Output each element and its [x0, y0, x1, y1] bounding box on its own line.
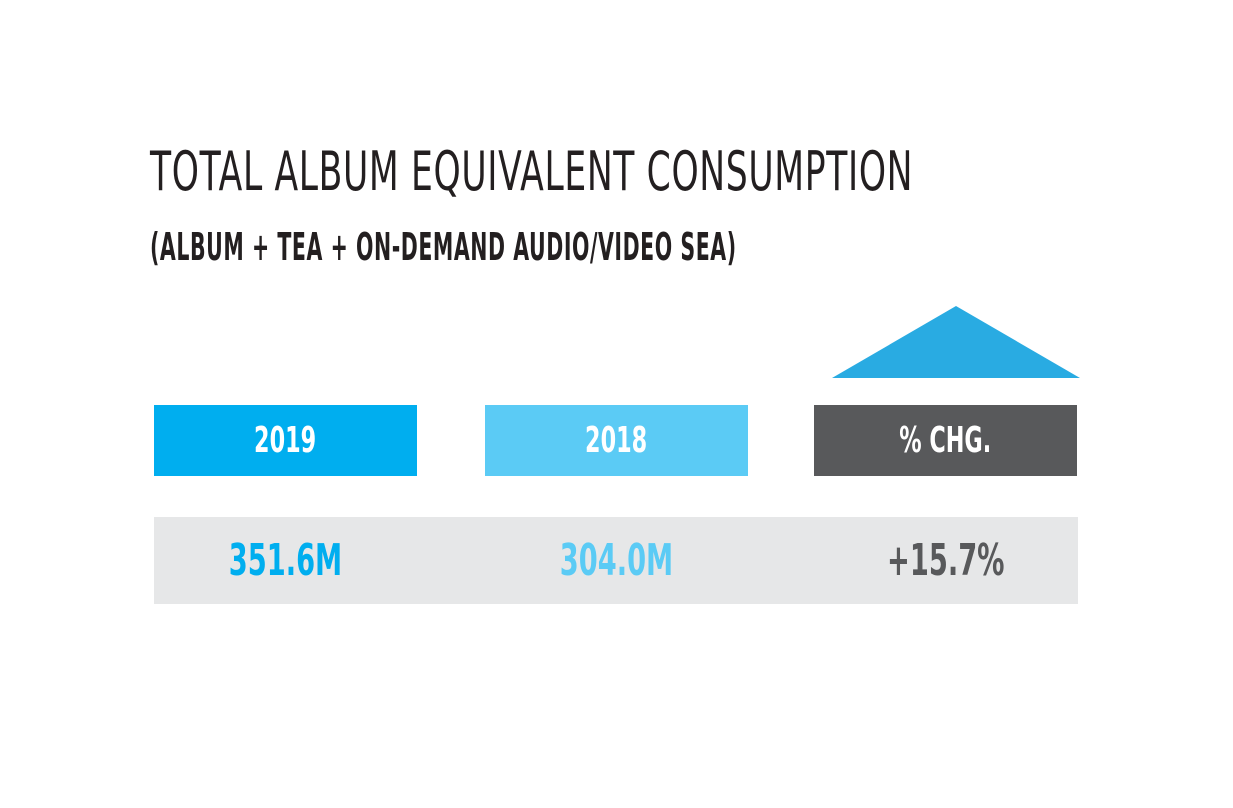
value-2019-text: 351.6M: [228, 535, 343, 586]
value-2019: 351.6M: [154, 517, 417, 604]
header-2018: 2018: [485, 405, 748, 476]
page-title: TOTAL ALBUM EQUIVALENT CONSUMPTION: [150, 140, 914, 203]
header-2019: 2019: [154, 405, 417, 476]
page-subtitle: (ALBUM + TEA + ON-DEMAND AUDIO/VIDEO SEA…: [150, 225, 737, 269]
header-pct-change: % CHG.: [814, 405, 1077, 476]
value-pct-change: +15.7%: [814, 517, 1077, 604]
value-pct-change-text: +15.7%: [886, 535, 1005, 586]
up-arrow-icon: [832, 306, 1080, 378]
value-2018: 304.0M: [485, 517, 748, 604]
header-2019-label: 2019: [254, 420, 317, 461]
value-2018-text: 304.0M: [559, 535, 674, 586]
header-2018-label: 2018: [585, 420, 648, 461]
header-pct-change-label: % CHG.: [899, 420, 992, 461]
values-row: [154, 517, 1078, 604]
